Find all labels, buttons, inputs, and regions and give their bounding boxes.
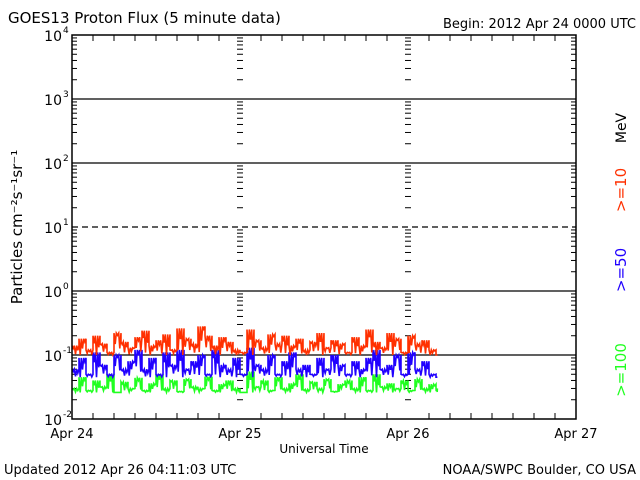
x-tick-label: Apr 25 <box>218 427 261 442</box>
x-tick-label: Apr 27 <box>554 427 597 442</box>
x-tick-label: Apr 24 <box>50 427 93 442</box>
legend-entry: >=100 <box>612 343 630 397</box>
source-credit: NOAA/SWPC Boulder, CO USA <box>443 463 636 478</box>
legend-entry: >=10 <box>612 168 630 212</box>
y-tick-label: 10 <box>44 221 62 237</box>
chart-subtitle: Begin: 2012 Apr 24 0000 UTC <box>443 17 636 32</box>
series-line-ge100 <box>71 371 439 396</box>
y-axis-label: Particles cm⁻²s⁻¹sr⁻¹ <box>8 150 26 304</box>
x-tick-labels: Apr 24 Apr 25 Apr 26 Apr 27 <box>50 427 597 442</box>
series-group <box>71 326 439 396</box>
y-tick-exponent: 3 <box>63 90 69 100</box>
y-tick-exponent: 2 <box>63 154 69 164</box>
series-line-ge50 <box>71 347 438 380</box>
legend-entry: >=50 <box>612 248 630 292</box>
legend-unit: MeV <box>614 112 630 143</box>
y-tick-label: 10 <box>44 157 62 173</box>
updated-timestamp: Updated 2012 Apr 26 04:11:03 UTC <box>4 463 236 478</box>
y-tick-label: 10 <box>44 93 62 109</box>
plot-frame <box>71 34 577 420</box>
y-tick-label: 10 <box>44 285 62 301</box>
x-axis-label: Universal Time <box>279 442 368 456</box>
y-tick-exponent: 4 <box>63 26 69 36</box>
y-tick-label: 10 <box>44 349 62 365</box>
y-tick-exponent: -1 <box>63 346 72 356</box>
y-tick-exponent: 0 <box>63 282 69 292</box>
y-tick-label: 10 <box>44 29 62 45</box>
legend: >=10 >=50 >=100 <box>612 168 630 397</box>
y-tick-exponent: -2 <box>63 410 72 420</box>
series-line-ge10 <box>71 326 438 357</box>
y-tick-label: 10 <box>44 413 62 429</box>
y-tick-exponent: 1 <box>63 218 69 228</box>
chart-title: GOES13 Proton Flux (5 minute data) <box>8 9 281 27</box>
x-tick-label: Apr 26 <box>386 427 429 442</box>
